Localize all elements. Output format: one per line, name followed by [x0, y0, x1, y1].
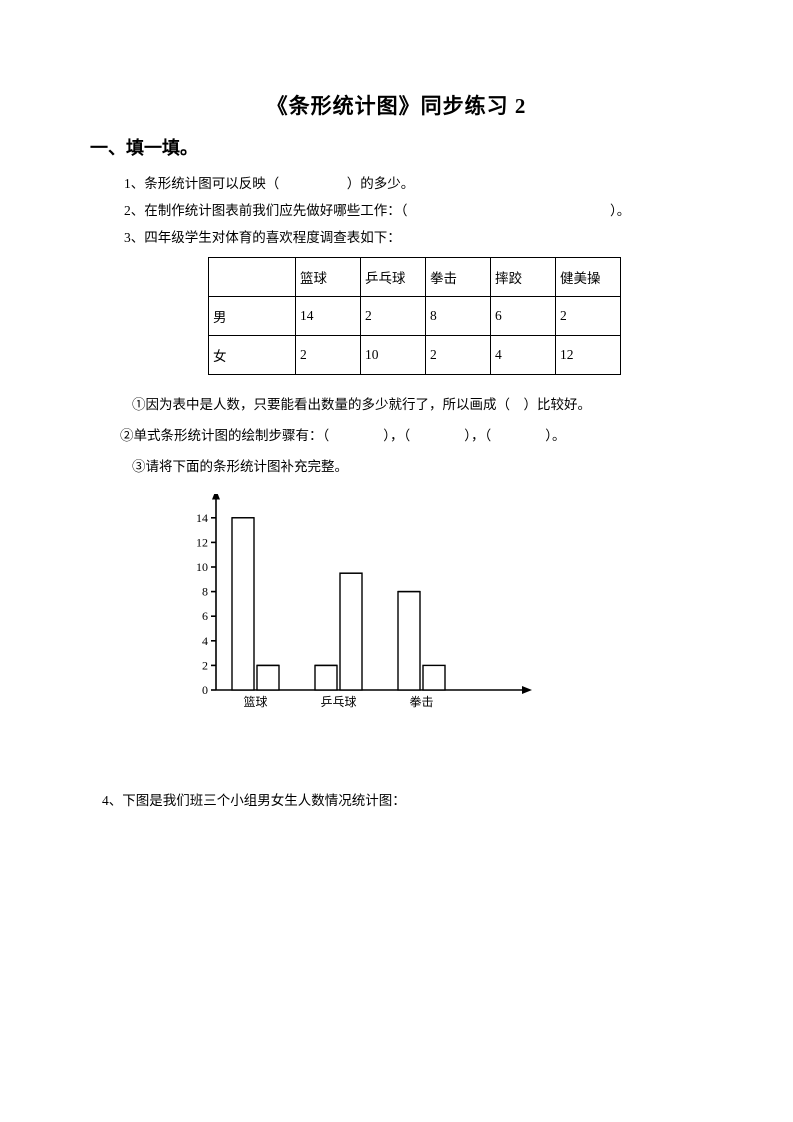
table-cell: 拳击	[426, 258, 491, 297]
table-cell: 14	[296, 297, 361, 336]
survey-table: 篮球 乒乓球 拳击 摔跤 健美操 男 14 2 8 6 2 女 2 10 2 4…	[208, 257, 621, 375]
table-cell: 健美操	[556, 258, 621, 297]
question-4: 4、下图是我们班三个小组男女生人数情况统计图：	[102, 789, 703, 809]
question-3-3: ③请将下面的条形统计图补充完整。	[132, 451, 703, 482]
table-cell: 女	[209, 336, 296, 375]
question-3-intro: 3、四年级学生对体育的喜欢程度调查表如下：	[124, 224, 703, 251]
svg-text:6: 6	[202, 609, 208, 623]
page: 《条形统计图》同步练习 2 一、填一填。 1、条形统计图可以反映（ ）的多少。 …	[0, 0, 793, 1122]
question-3-1: ①因为表中是人数，只要能看出数量的多少就行了，所以画成（ ）比较好。	[132, 389, 703, 420]
table-cell: 8	[426, 297, 491, 336]
section-heading: 一、填一填。	[90, 134, 703, 160]
page-title: 《条形统计图》同步练习 2	[90, 90, 703, 120]
table-cell: 12	[556, 336, 621, 375]
question-2: 2、在制作统计图表前我们应先做好哪些工作：（ ）。	[124, 197, 703, 224]
question-1: 1、条形统计图可以反映（ ）的多少。	[124, 170, 703, 197]
svg-text:8: 8	[202, 585, 208, 599]
table-cell: 男	[209, 297, 296, 336]
bar-chart-svg: 0 2 4 6 8 10 12 14 篮球 乒乓球 拳击	[172, 494, 532, 714]
table-cell: 2	[361, 297, 426, 336]
table-cell: 摔跤	[491, 258, 556, 297]
question-3-2: ②单式条形统计图的绘制步骤有：（ ），（ ），（ ）。	[120, 420, 703, 451]
bar-chart: 0 2 4 6 8 10 12 14 篮球 乒乓球 拳击	[172, 494, 703, 719]
table-row: 男 14 2 8 6 2	[209, 297, 621, 336]
table-cell: 4	[491, 336, 556, 375]
svg-text:12: 12	[196, 536, 208, 550]
svg-text:14: 14	[196, 511, 208, 525]
svg-text:4: 4	[202, 634, 208, 648]
table-row: 女 2 10 2 4 12	[209, 336, 621, 375]
table-cell: 乒乓球	[361, 258, 426, 297]
svg-text:篮球: 篮球	[243, 694, 267, 709]
table-cell: 2	[426, 336, 491, 375]
table-row: 篮球 乒乓球 拳击 摔跤 健美操	[209, 258, 621, 297]
table-cell: 篮球	[296, 258, 361, 297]
svg-text:2: 2	[202, 659, 208, 673]
table-cell: 2	[556, 297, 621, 336]
svg-text:拳击: 拳击	[409, 694, 433, 709]
svg-text:0: 0	[202, 683, 208, 697]
table-cell: 2	[296, 336, 361, 375]
svg-text:10: 10	[196, 560, 208, 574]
table-cell: 6	[491, 297, 556, 336]
svg-text:乒乓球: 乒乓球	[320, 695, 356, 709]
table-cell	[209, 258, 296, 297]
table-cell: 10	[361, 336, 426, 375]
